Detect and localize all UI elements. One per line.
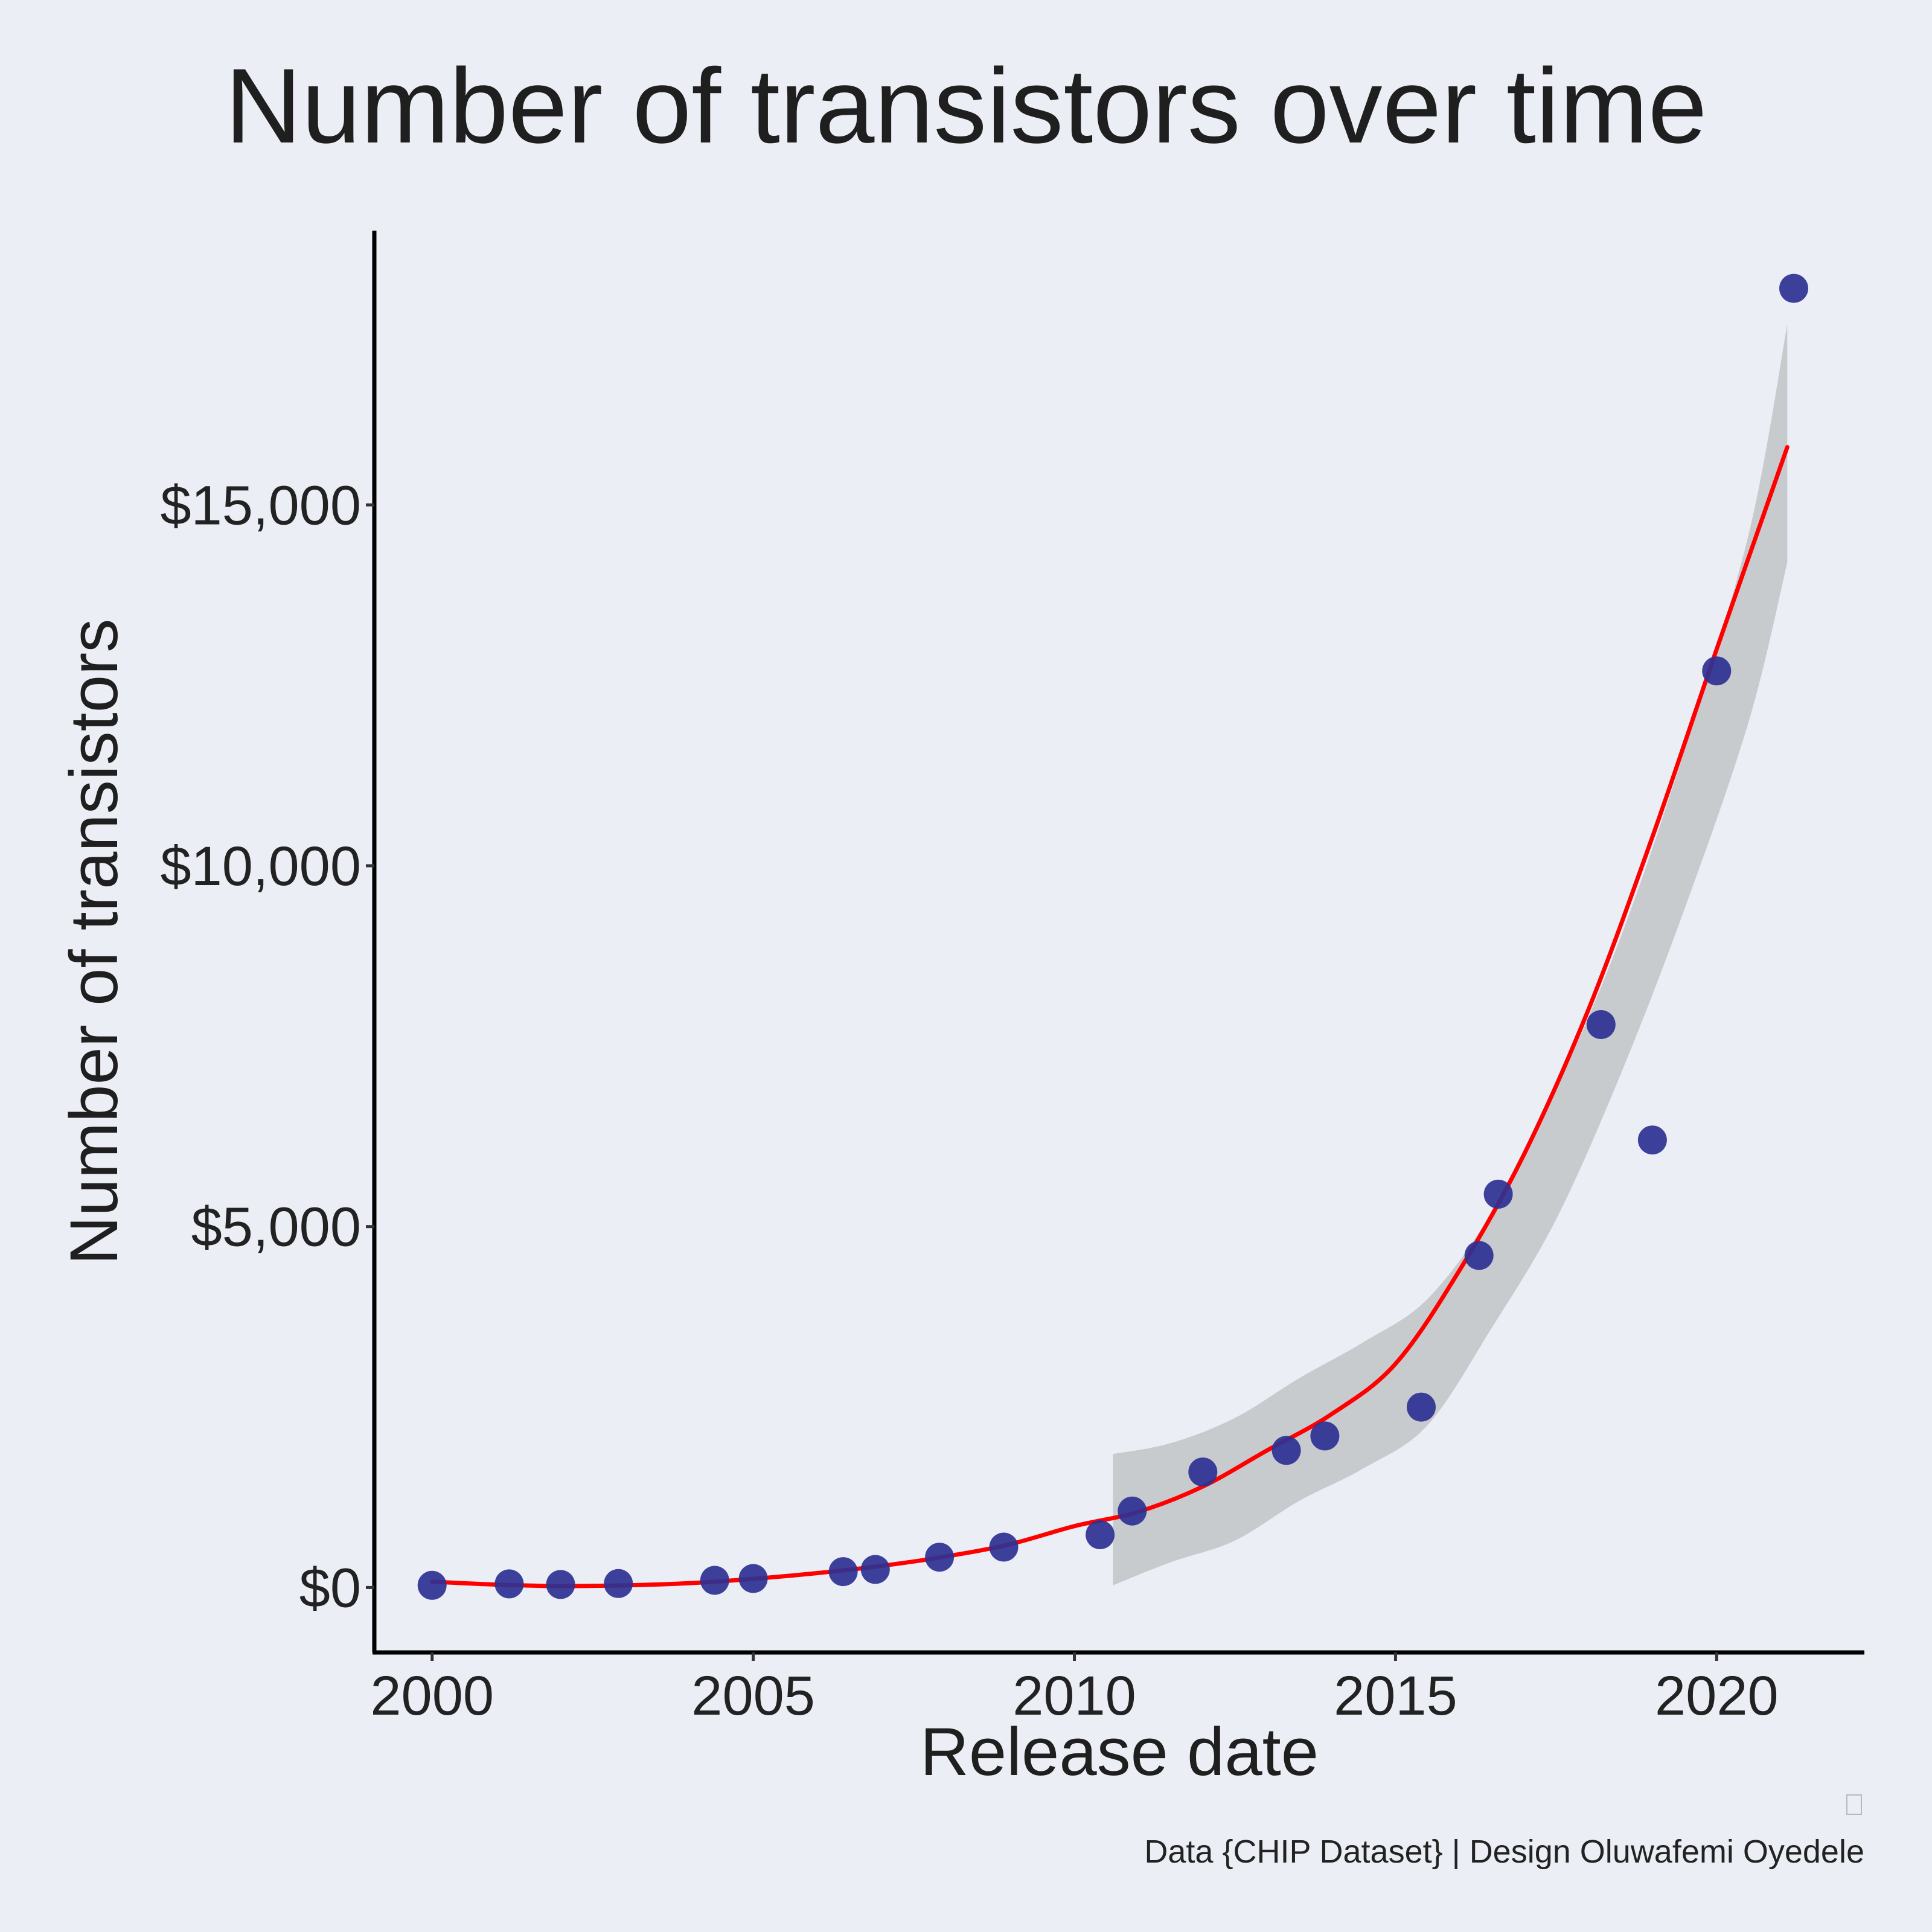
axes-layer	[372, 231, 1864, 1655]
chart-title: Number of transistors over time	[225, 47, 1707, 165]
trend-line	[430, 445, 1790, 1588]
data-point	[1779, 273, 1808, 303]
data-point	[1118, 1496, 1147, 1526]
data-point	[925, 1543, 955, 1572]
y-tick-label: $10,000	[160, 836, 361, 897]
data-point	[1188, 1457, 1218, 1487]
data-point	[494, 1569, 524, 1599]
data-point	[700, 1566, 729, 1595]
data-point	[738, 1564, 768, 1593]
x-tick-label: 2005	[691, 1665, 815, 1727]
data-point	[1637, 1125, 1667, 1155]
y-tick-label: $15,000	[160, 475, 361, 536]
data-point	[417, 1570, 447, 1600]
x-tick-label: 2020	[1655, 1665, 1779, 1727]
x-ticks-layer: 2000 2005 2010 2015 2020	[370, 1652, 1779, 1727]
data-point	[1702, 656, 1732, 686]
image-placeholder-icon	[1846, 1794, 1862, 1815]
y-axis-title: Number of transistors	[56, 619, 132, 1265]
data-point	[989, 1532, 1019, 1562]
data-point	[1464, 1241, 1494, 1270]
data-point	[860, 1555, 890, 1584]
data-point	[1407, 1392, 1436, 1422]
x-tick-label: 2000	[370, 1665, 494, 1727]
x-tick-label: 2015	[1334, 1665, 1457, 1727]
x-tick-label: 2010	[1012, 1665, 1136, 1727]
data-point	[1086, 1520, 1115, 1549]
x-axis-title: Release date	[920, 1714, 1319, 1790]
footer-caption: Data {CHIP Dataset} | Design Oluwafemi O…	[1144, 1834, 1864, 1870]
data-point	[546, 1570, 575, 1599]
data-point	[1310, 1421, 1340, 1451]
data-point	[828, 1557, 858, 1587]
confidence-band	[1113, 324, 1788, 1585]
data-point	[1586, 1010, 1616, 1039]
data-point	[1483, 1179, 1513, 1209]
y-ticks-layer: $0 $5,000 $10,000 $15,000	[160, 475, 374, 1619]
trend-line-layer	[430, 445, 1790, 1588]
data-points-layer	[417, 273, 1808, 1600]
data-point	[604, 1569, 633, 1598]
confidence-band-layer	[1113, 324, 1788, 1585]
data-point	[1271, 1436, 1301, 1465]
y-tick-label: $0	[299, 1557, 361, 1619]
y-tick-label: $5,000	[191, 1197, 361, 1258]
